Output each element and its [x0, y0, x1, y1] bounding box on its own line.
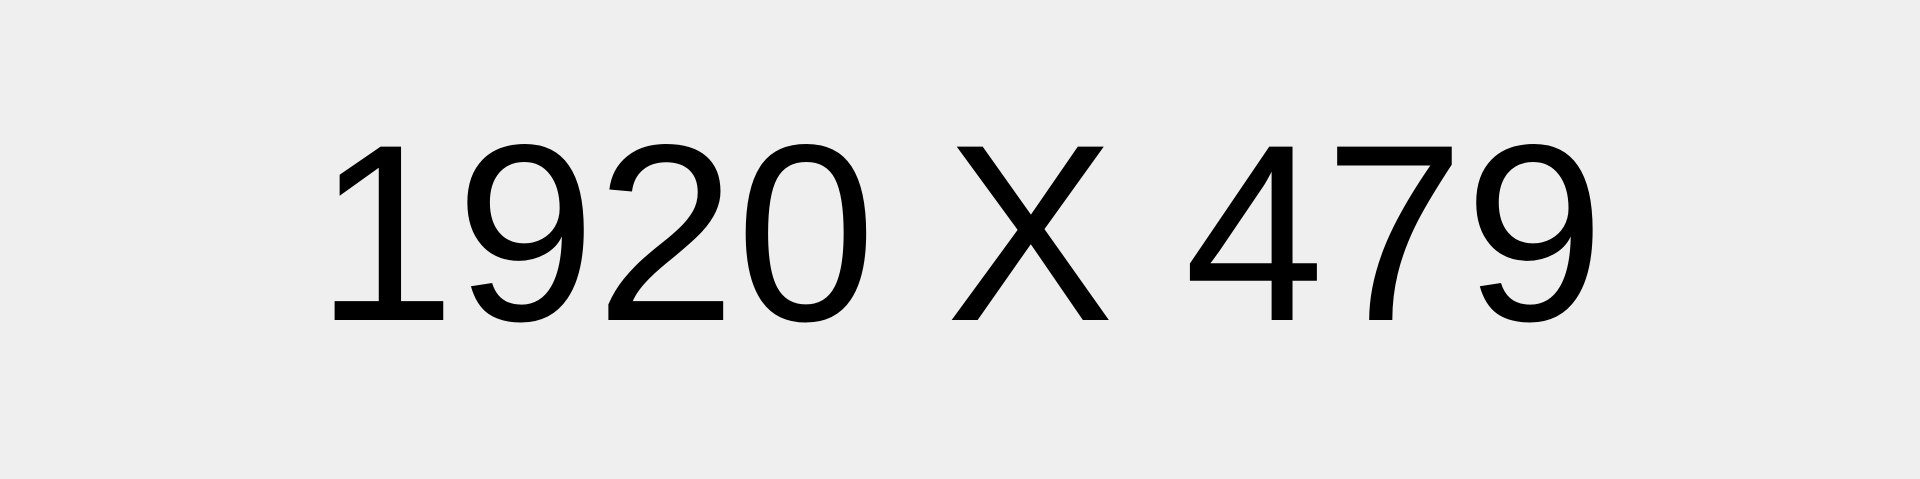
dimension-label: 1920 X 479: [315, 92, 1605, 374]
placeholder-canvas: 1920 X 479: [315, 92, 1605, 374]
